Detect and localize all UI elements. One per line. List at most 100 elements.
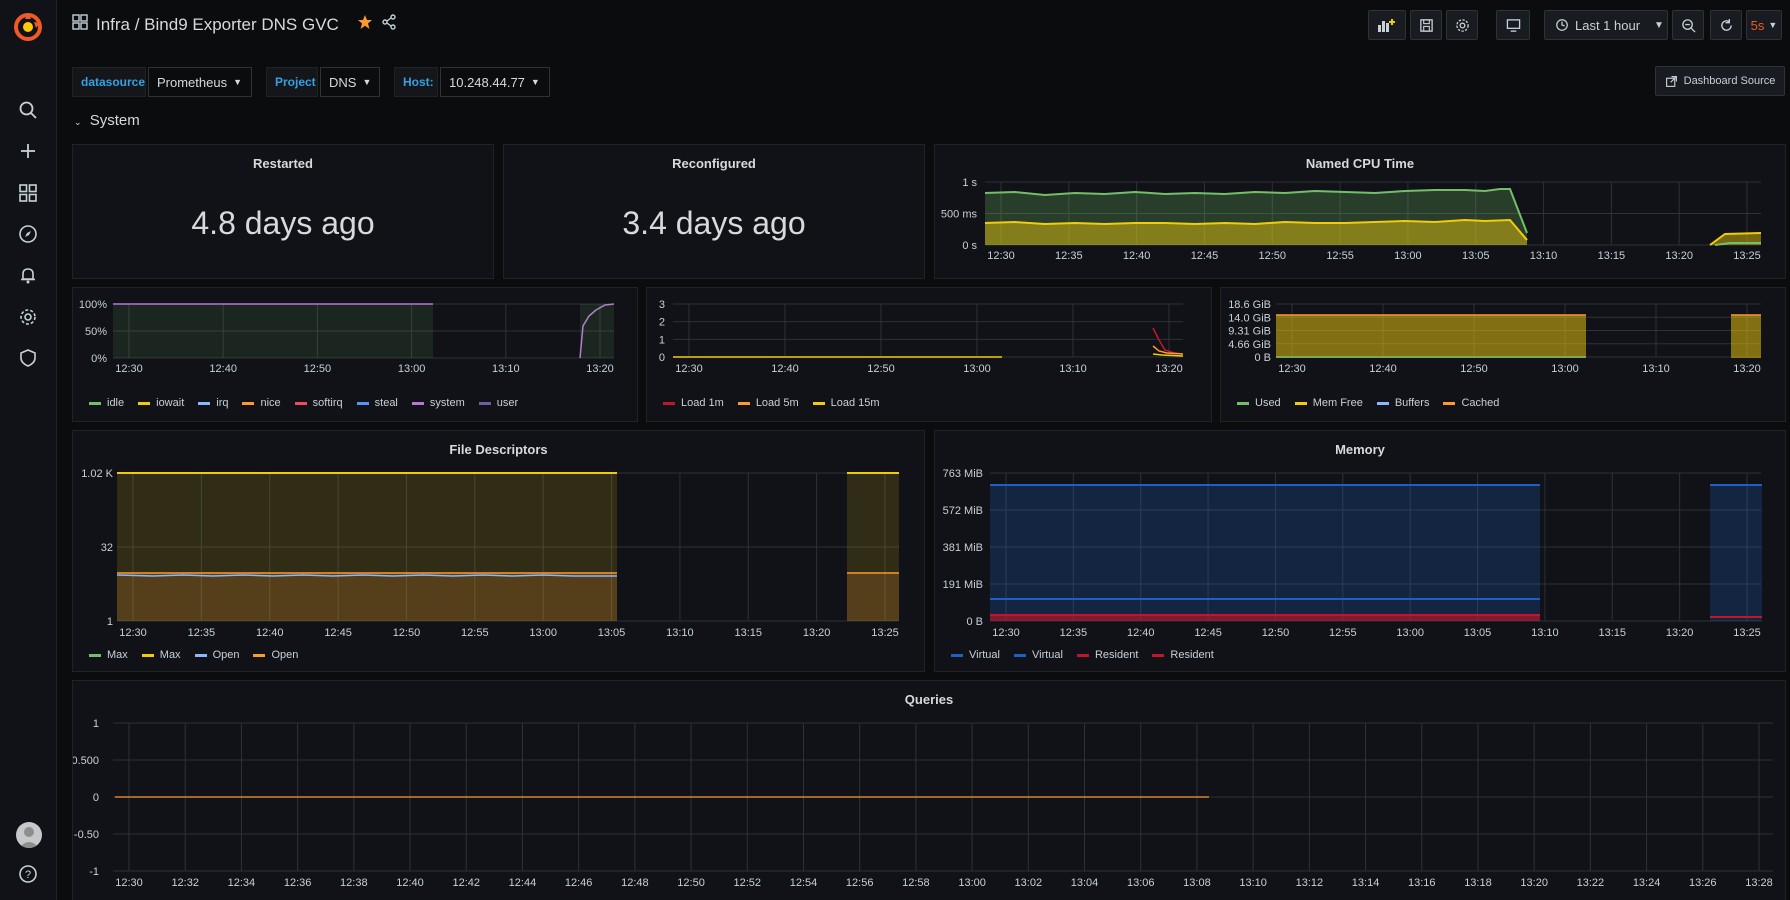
x-tick-label: 12:42 xyxy=(452,877,480,889)
shield-icon[interactable] xyxy=(16,346,40,370)
time-range-picker[interactable]: Last 1 hour ▼ xyxy=(1544,10,1668,40)
legend-item[interactable]: Open xyxy=(194,649,239,661)
zoom-out-button[interactable] xyxy=(1672,10,1704,40)
save-icon xyxy=(1419,18,1433,32)
x-tick-label: 12:50 xyxy=(1460,363,1488,375)
legend-item[interactable]: Virtual xyxy=(1013,649,1063,661)
legend-item[interactable]: user xyxy=(478,397,518,409)
legend-item[interactable]: iowait xyxy=(138,397,184,409)
legend-item[interactable]: Buffers xyxy=(1376,397,1429,409)
variable-select-project[interactable]: DNS ▼ xyxy=(320,67,380,97)
tv-mode-button[interactable] xyxy=(1496,10,1530,40)
file-descriptors-chart[interactable]: 1.02 K 32 1 12:30 12:35 12:40 12:45 12:50 12:55 1… xyxy=(73,431,924,671)
legend-swatch xyxy=(89,653,101,657)
help-icon[interactable]: ? xyxy=(16,862,40,886)
dashboards-icon[interactable] xyxy=(16,181,40,205)
dashboard-settings-button[interactable] xyxy=(1446,10,1478,40)
share-icon[interactable] xyxy=(381,14,397,35)
add-panel-button[interactable] xyxy=(1368,10,1406,40)
legend-swatch xyxy=(1443,401,1456,405)
grafana-logo-icon[interactable] xyxy=(12,11,44,43)
panel-file-descriptors[interactable]: File Descriptors 1.02 K 32 1 12:30 12:35 12:4… xyxy=(72,430,925,672)
x-tick-label: 12:36 xyxy=(284,877,312,889)
x-tick-label: 13:05 xyxy=(1464,627,1492,639)
legend-swatch xyxy=(141,653,154,657)
panel-title[interactable]: Named CPU Time xyxy=(1305,156,1415,171)
queries-chart[interactable]: 1 0.500 0 -0.50 -1 12:30 12:32 12:34 12:36 12:38 1… xyxy=(73,681,1785,899)
panel-queries[interactable]: Queries 1 0.500 0 -0.50 -1 12:30 12:32 12:34 12:… xyxy=(72,680,1786,900)
zoom-out-icon xyxy=(1681,18,1696,33)
legend-item[interactable]: Resident xyxy=(1152,649,1214,661)
panel-memory[interactable]: Memory 763 MiB 572 MiB 381 MiB 191 MiB 0 B 12… xyxy=(934,430,1786,672)
save-dashboard-button[interactable] xyxy=(1410,10,1442,40)
legend-item[interactable]: softirq xyxy=(294,397,343,409)
panel-system-memory[interactable]: 18.6 GiB 14.0 GiB 9.31 GiB 4.66 GiB 0 B 12:30… xyxy=(1220,287,1786,422)
legend-item[interactable]: Mem Free xyxy=(1294,397,1363,409)
legend-item[interactable]: steal xyxy=(356,397,398,409)
panel-load[interactable]: 3 2 1 0 12:30 12:40 12:50 13:00 13:10 13:20 Load … xyxy=(646,287,1212,422)
legend-label: idle xyxy=(107,397,125,409)
legend-label: irq xyxy=(216,397,229,409)
variable-select-host[interactable]: 10.248.44.77 ▼ xyxy=(440,67,550,97)
legend-item[interactable]: Load 5m xyxy=(737,397,799,409)
stat-value: 4.8 days ago xyxy=(191,205,375,241)
variable-select-datasource[interactable]: Prometheus ▼ xyxy=(148,67,252,97)
legend-item[interactable]: Used xyxy=(1237,397,1281,409)
x-tick-label: 13:24 xyxy=(1633,877,1661,889)
dashboard-title[interactable]: Infra / Bind9 Exporter DNS GVC xyxy=(96,14,339,34)
cpu-usage-chart[interactable]: 100% 50% 0% 12:30 12:40 12:50 13:00 13:10 13:20 xyxy=(73,288,637,421)
alerting-bell-icon[interactable] xyxy=(16,263,40,287)
legend-item[interactable]: Virtual xyxy=(951,649,1000,661)
x-tick-label: 12:34 xyxy=(228,877,256,889)
panel-title[interactable]: Restarted xyxy=(253,156,313,171)
panel-named-cpu-time[interactable]: Named CPU Time 1 s 500 ms 0 s 12:30 12:35 12… xyxy=(934,144,1786,279)
legend-swatch xyxy=(1237,401,1249,405)
legend-item[interactable]: Max xyxy=(89,649,128,661)
panel-title[interactable]: Reconfigured xyxy=(672,156,756,171)
y-tick-label: 50% xyxy=(85,326,107,338)
x-tick-label: 12:30 xyxy=(115,363,143,375)
legend-item[interactable]: Resident xyxy=(1076,649,1138,661)
memory-chart[interactable]: 763 MiB 572 MiB 381 MiB 191 MiB 0 B 12:30 12:3… xyxy=(935,431,1785,671)
row-title-label: System xyxy=(89,112,140,129)
y-tick-label: 32 xyxy=(101,542,113,554)
x-tick-label: 12:40 xyxy=(771,363,799,375)
gear-icon[interactable] xyxy=(16,305,40,329)
refresh-interval-picker[interactable]: 5s ▼ xyxy=(1746,10,1782,40)
legend-swatch xyxy=(1294,401,1307,405)
search-icon[interactable] xyxy=(16,98,40,122)
legend-item[interactable]: idle xyxy=(89,397,124,409)
panel-title[interactable]: Memory xyxy=(1335,442,1385,457)
dashboard-source-button[interactable]: Dashboard Source xyxy=(1655,66,1785,96)
star-icon[interactable] xyxy=(357,14,373,35)
legend-item[interactable]: Cached xyxy=(1443,397,1499,409)
legend-item[interactable]: Load 15m xyxy=(812,397,880,409)
panel-title[interactable]: File Descriptors xyxy=(449,442,548,457)
refresh-button[interactable] xyxy=(1710,10,1742,40)
plus-icon[interactable] xyxy=(16,139,40,163)
explore-compass-icon[interactable] xyxy=(16,222,40,246)
panel-title[interactable]: Queries xyxy=(904,692,954,707)
legend-item[interactable]: Max xyxy=(141,649,181,661)
legend-swatch xyxy=(1013,653,1026,657)
panel-restarted[interactable]: Restarted 4.8 days ago xyxy=(72,144,494,279)
legend-item[interactable]: system xyxy=(411,397,465,409)
y-tick-label: 763 MiB xyxy=(943,468,983,480)
dashboards-grid-icon[interactable] xyxy=(72,14,88,35)
cpu-system-tail xyxy=(579,303,615,359)
chevron-down-icon: ▼ xyxy=(1768,20,1778,30)
load-chart[interactable]: 3 2 1 0 12:30 12:40 12:50 13:00 13:10 13:20 xyxy=(647,288,1211,421)
panel-reconfigured[interactable]: Reconfigured 3.4 days ago xyxy=(503,144,925,279)
x-tick-label: 12:45 xyxy=(1194,627,1222,639)
legend-item[interactable]: irq xyxy=(198,397,228,409)
legend-item[interactable]: Open xyxy=(253,649,298,661)
panel-cpu-usage[interactable]: 100% 50% 0% 12:30 12:40 12:50 13:00 13:10 13:20 … xyxy=(72,287,638,422)
x-tick-label: 12:44 xyxy=(509,877,537,889)
avatar[interactable] xyxy=(16,822,42,848)
legend-item[interactable]: nice xyxy=(242,397,281,409)
row-header-system[interactable]: ⌄ System xyxy=(74,112,140,129)
legend-item[interactable]: Load 1m xyxy=(663,397,724,409)
named-cpu-chart[interactable]: 1 s 500 ms 0 s 12:30 12:35 12:40 12:45 12:50 12… xyxy=(935,145,1785,278)
x-tick-label: 12:50 xyxy=(677,877,705,889)
